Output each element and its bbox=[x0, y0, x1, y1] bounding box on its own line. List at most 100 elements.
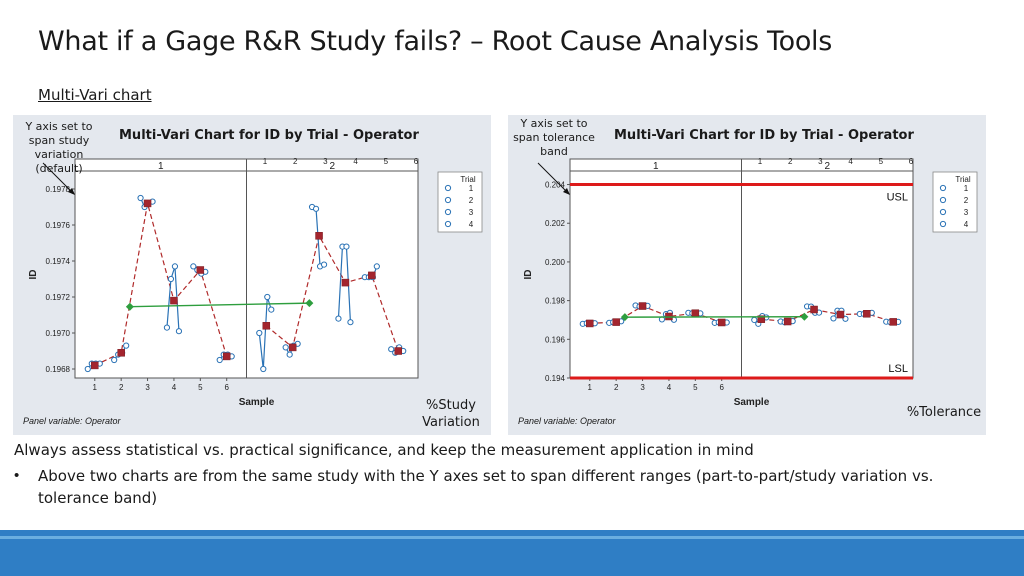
sample-mean-marker bbox=[783, 317, 792, 326]
x-axis-label: Sample bbox=[239, 397, 275, 408]
legend-symbol bbox=[444, 184, 452, 192]
legend-symbol bbox=[939, 184, 947, 192]
y-tick-label: 0.1976 bbox=[46, 221, 71, 230]
trial-point bbox=[123, 342, 130, 349]
x-tick-label: 1 bbox=[588, 383, 593, 392]
x-tick-label: 5 bbox=[198, 383, 203, 392]
sample-mean-marker bbox=[341, 278, 350, 287]
legend-symbol bbox=[939, 220, 947, 228]
sample-mean-marker bbox=[91, 361, 99, 370]
trial-point bbox=[335, 315, 342, 322]
y-tick-label: 0.202 bbox=[545, 219, 566, 228]
top-sample-label: 1 bbox=[263, 157, 268, 166]
sample-mean-marker bbox=[394, 347, 402, 355]
top-sample-label: 3 bbox=[323, 157, 328, 166]
legend-box bbox=[437, 171, 483, 233]
y-tick-label: 0.1970 bbox=[46, 329, 71, 338]
sample-mean-marker bbox=[612, 318, 620, 326]
legend-entry: 1 bbox=[469, 184, 474, 193]
trial-point bbox=[260, 365, 267, 373]
x-tick-label: 4 bbox=[667, 383, 672, 392]
top-sample-label: 4 bbox=[848, 157, 853, 166]
top-sample-label: 3 bbox=[818, 157, 823, 166]
left-multi-vari-chart: 1 21 2 3 4 5 60.19680.19700.19720.19740.19760.… bbox=[28, 157, 483, 408]
legend-symbol bbox=[939, 196, 947, 204]
sample-mean-marker bbox=[117, 349, 125, 357]
legend-entry: 3 bbox=[964, 208, 969, 217]
x-tick-label: 3 bbox=[145, 383, 150, 392]
right-axis-note: Y axis set to span tolerance band bbox=[513, 117, 595, 158]
y-tick-label: 0.1974 bbox=[46, 257, 71, 266]
legend-symbol bbox=[444, 196, 452, 204]
left-panel-variable: Panel variable: Operator bbox=[23, 416, 121, 426]
trial-point bbox=[216, 356, 223, 364]
operator-strip-label: 2 bbox=[824, 161, 830, 172]
sample-mean-marker bbox=[143, 199, 152, 208]
legend-entry: 3 bbox=[469, 208, 474, 217]
sample-mean-marker bbox=[368, 271, 376, 280]
sample-mean-marker bbox=[836, 310, 845, 319]
x-axis-label: Sample bbox=[734, 397, 770, 408]
legend-entry: 2 bbox=[469, 196, 474, 205]
y-tick-label: 0.204 bbox=[545, 181, 566, 190]
legend-symbol bbox=[939, 208, 947, 216]
trial-point bbox=[175, 328, 183, 335]
trial-point bbox=[171, 263, 179, 270]
legend-title: Trial bbox=[460, 175, 475, 184]
operator-mean-marker bbox=[620, 313, 629, 322]
y-axis-label: ID bbox=[523, 270, 534, 280]
x-tick-label: 2 bbox=[119, 383, 124, 392]
x-tick-label: 4 bbox=[172, 383, 177, 392]
sample-mean-marker bbox=[315, 232, 323, 240]
trial-point bbox=[256, 329, 263, 337]
legend-entry: 4 bbox=[964, 220, 969, 229]
top-sample-label: 5 bbox=[879, 157, 884, 166]
slide-title: What if a Gage R&R Study fails? – Root C… bbox=[38, 26, 833, 57]
y-tick-label: 0.1968 bbox=[46, 365, 71, 374]
trial-point bbox=[163, 324, 171, 331]
sample-mean-marker bbox=[196, 266, 205, 274]
note-arrow-line bbox=[537, 162, 569, 194]
operator-mean-marker bbox=[125, 302, 134, 311]
trial-point bbox=[388, 346, 395, 353]
operator-mean-line bbox=[129, 302, 310, 308]
sample-mean-marker bbox=[863, 310, 871, 318]
sample-mean-marker bbox=[222, 352, 231, 361]
left-study-variation-label: %Study Variation bbox=[422, 398, 480, 430]
operator-strip-label: 1 bbox=[158, 161, 164, 172]
y-tick-label: 0.196 bbox=[545, 335, 566, 344]
trial-point bbox=[268, 306, 275, 313]
operator-mean-marker bbox=[800, 312, 809, 321]
trial-point bbox=[286, 351, 293, 358]
top-sample-label: 4 bbox=[353, 157, 358, 166]
trial-point bbox=[343, 243, 350, 250]
left-axis-note: Y axis set to span study variation (defa… bbox=[25, 120, 93, 175]
note-arrow-line bbox=[42, 162, 74, 194]
legend-entry: 1 bbox=[964, 184, 969, 193]
lsl-label: LSL bbox=[888, 363, 908, 375]
sample-mean-marker bbox=[170, 296, 178, 305]
legend-entry: 2 bbox=[964, 196, 969, 205]
y-tick-label: 0.1978 bbox=[46, 185, 71, 194]
top-sample-label: 1 bbox=[758, 157, 763, 166]
usl-label: USL bbox=[887, 192, 908, 204]
operator-strip-label: 2 bbox=[329, 161, 335, 172]
top-sample-label: 2 bbox=[788, 157, 793, 166]
left-chart-title: Multi-Vari Chart for ID by Trial - Opera… bbox=[119, 128, 419, 143]
top-sample-label: 6 bbox=[414, 157, 419, 166]
legend-symbol bbox=[444, 220, 452, 228]
statement-text: Always assess statistical vs. practical … bbox=[14, 441, 754, 459]
y-tick-label: 0.194 bbox=[545, 374, 566, 383]
sample-mean-marker bbox=[288, 343, 297, 352]
sample-mean-marker bbox=[638, 302, 647, 310]
x-tick-label: 1 bbox=[93, 383, 98, 392]
x-tick-label: 3 bbox=[640, 383, 645, 392]
sample-mean-marker bbox=[691, 309, 700, 317]
footer-accent-line bbox=[0, 536, 1024, 539]
y-tick-label: 0.200 bbox=[545, 258, 566, 267]
bullet-marker: • bbox=[14, 467, 20, 484]
sample-mean-line bbox=[265, 234, 399, 352]
trial-point bbox=[347, 319, 354, 326]
trial-point bbox=[264, 293, 271, 301]
top-sample-label: 2 bbox=[293, 157, 298, 166]
